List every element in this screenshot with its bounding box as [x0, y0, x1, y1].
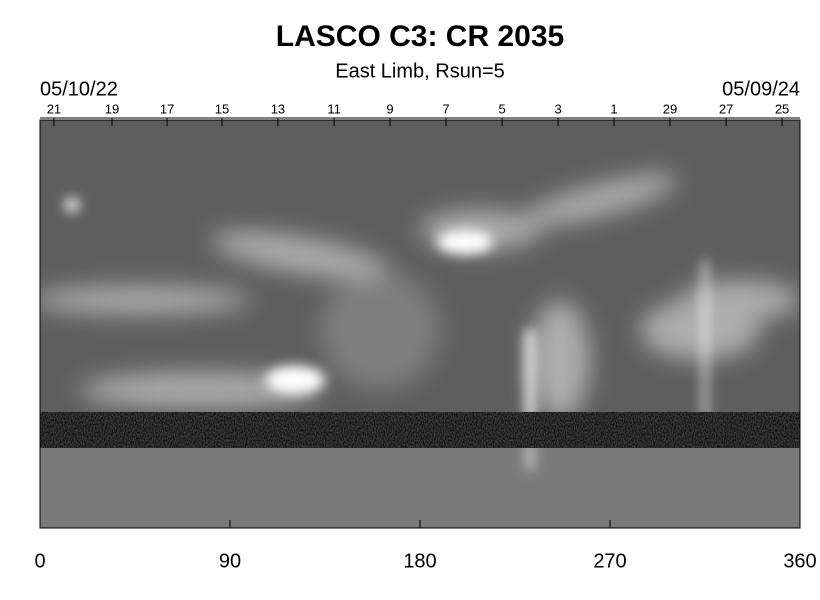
day-label: 9 — [386, 101, 393, 116]
x-tick-label: 360 — [783, 550, 816, 572]
day-label: 21 — [47, 101, 61, 116]
day-label: 5 — [499, 101, 506, 116]
day-label: 11 — [327, 101, 341, 116]
end-date: 05/09/24 — [722, 78, 800, 100]
day-label: 27 — [719, 101, 733, 116]
x-tick-label: 0 — [34, 550, 45, 572]
x-tick-label: 270 — [593, 550, 626, 572]
start-date: 05/10/22 — [40, 78, 118, 100]
x-tick-label: 180 — [403, 550, 436, 572]
chart-title: LASCO C3: CR 2035 — [276, 20, 564, 53]
synoptic-map — [40, 120, 800, 528]
day-label: 7 — [442, 101, 449, 116]
day-label: 25 — [775, 101, 789, 116]
day-label: 1 — [610, 101, 617, 116]
day-label: 15 — [215, 101, 229, 116]
day-label: 19 — [105, 101, 119, 116]
day-label: 3 — [554, 101, 561, 116]
day-label: 29 — [663, 101, 677, 116]
x-tick-label: 90 — [219, 550, 241, 572]
chart-subtitle: East Limb, Rsun=5 — [335, 60, 505, 82]
day-label: 13 — [271, 101, 285, 116]
day-label: 17 — [160, 101, 174, 116]
